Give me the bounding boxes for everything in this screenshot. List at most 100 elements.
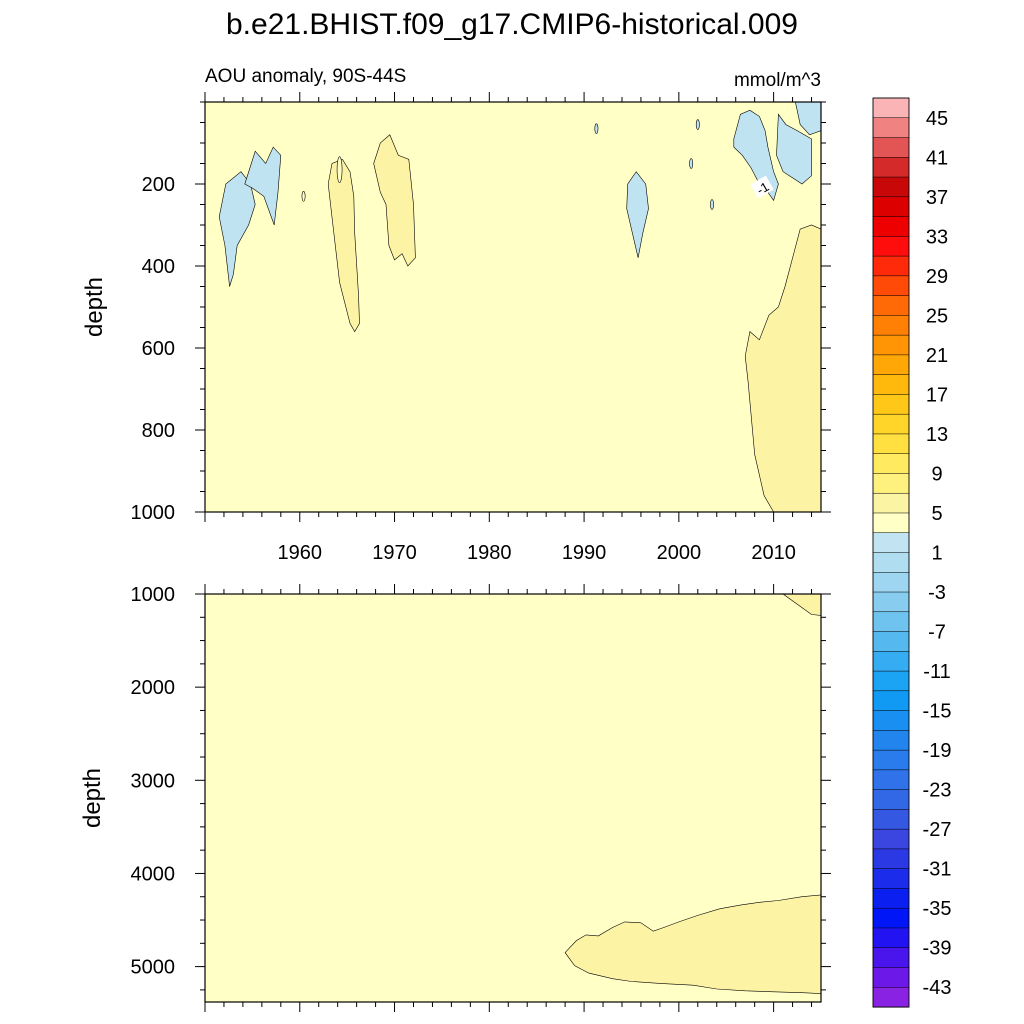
colorbar-label: 21 — [926, 345, 948, 367]
colorbar-box — [872, 986, 910, 1008]
colorbar-box — [872, 552, 910, 573]
small-contour-1 — [594, 123, 599, 134]
colorbar-box — [872, 433, 910, 455]
lower-y-axis-label: depth — [79, 768, 106, 828]
colorbar-box — [872, 473, 910, 494]
units-label: mmol/m^3 — [734, 70, 821, 91]
colorbar-label: -39 — [923, 938, 952, 960]
colorbar-box — [872, 97, 910, 119]
colorbar: 45 41 37 33 29 25 21 17 13 9 5 1 -3 -7 -11 -15 -19 -23 -27… — [872, 97, 952, 1008]
contour-region-1 — [564, 894, 822, 994]
colorbar-box — [872, 492, 910, 514]
colorbar-box — [872, 670, 910, 692]
colorbar-label: -7 — [928, 622, 946, 644]
colorbar-box — [872, 196, 910, 218]
colorbar-box — [872, 255, 910, 277]
small-contour-hole — [336, 156, 343, 183]
colorbar-box — [872, 749, 910, 771]
colorbar-label: 25 — [926, 305, 948, 327]
colorbar-label: 1 — [931, 543, 942, 565]
upper-panel: -1 1960 1970 1980 1990 2000 20102004006008001… — [81, 92, 831, 564]
colorbar-box — [872, 275, 910, 297]
x-tick-label: 2010 — [751, 542, 796, 564]
colorbar-box — [872, 947, 910, 969]
upper-panel-background — [205, 102, 821, 512]
small-contour-4 — [710, 199, 714, 210]
small-contour-3 — [689, 158, 694, 169]
colorbar-box — [872, 236, 910, 257]
y-tick-label: 5000 — [131, 957, 176, 979]
colorbar-box — [872, 532, 910, 554]
colorbar-label: -3 — [928, 582, 946, 604]
colorbar-box — [872, 730, 910, 751]
y-tick-label: 1000 — [131, 584, 176, 606]
y-tick-label: 4000 — [131, 863, 176, 885]
colorbar-box — [872, 374, 910, 395]
x-tick-label: 1990 — [562, 542, 607, 564]
colorbar-label: -31 — [923, 859, 952, 881]
colorbar-box — [872, 907, 910, 929]
colorbar-frame — [872, 97, 910, 1008]
x-tick-label: 1980 — [467, 542, 512, 564]
upper-y-axis-label: depth — [81, 277, 108, 337]
colorbar-label: 45 — [926, 108, 948, 130]
colorbar-box — [872, 611, 910, 633]
variable-subtitle: AOU anomaly, 90S-44S — [205, 66, 406, 87]
colorbar-box — [872, 809, 910, 830]
colorbar-label: 9 — [931, 463, 942, 485]
colorbar-box — [872, 927, 910, 949]
x-tick-label: 2000 — [657, 542, 702, 564]
colorbar-box — [872, 967, 910, 988]
contour-region-2 — [327, 159, 360, 333]
lower-contour-regions — [564, 593, 822, 994]
colorbar-label: -15 — [923, 701, 952, 723]
y-tick-label: 800 — [142, 420, 175, 442]
colorbar-box — [872, 295, 910, 316]
colorbar-box — [872, 117, 910, 139]
y-tick-label: 2000 — [131, 677, 176, 699]
colorbar-box — [872, 216, 910, 237]
lower-panel: 1000 2000 3000 4000 5000 depth — [79, 584, 831, 1012]
colorbar-box — [872, 315, 910, 336]
colorbar-box — [872, 453, 910, 475]
colorbar-box — [872, 710, 910, 731]
colorbar-box — [872, 591, 910, 613]
colorbar-box — [872, 354, 910, 376]
y-tick-label: 3000 — [131, 770, 176, 792]
colorbar-label: -43 — [923, 977, 952, 999]
colorbar-label: 41 — [926, 147, 948, 169]
figure-title: b.e21.BHIST.f09_g17.CMIP6-historical.009 — [226, 8, 798, 41]
colorbar-label: -23 — [923, 780, 952, 802]
colorbar-box — [872, 769, 910, 791]
colorbar-label: -35 — [923, 898, 952, 920]
colorbar-label: -27 — [923, 819, 952, 841]
contour-region-0 — [218, 171, 256, 287]
colorbar-label: 37 — [926, 187, 948, 209]
colorbar-box — [872, 572, 910, 593]
contour-region-4 — [626, 171, 649, 258]
upper-axis-ticks: 1960 1970 1980 1990 2000 2010 200 400 600 800 1000 — [131, 92, 831, 564]
contour-region-6 — [776, 113, 812, 185]
y-tick-label: 400 — [142, 256, 175, 278]
y-tick-label: 200 — [142, 174, 175, 196]
colorbar-box — [872, 512, 910, 534]
colorbar-box — [872, 690, 910, 712]
upper-contour-regions — [218, 101, 822, 513]
colorbar-box — [872, 413, 910, 435]
contour-region-5 — [733, 109, 779, 202]
colorbar-label: -11 — [923, 661, 950, 683]
colorbar-label: 29 — [926, 266, 948, 288]
colorbar-box — [872, 176, 910, 198]
colorbar-box — [872, 888, 910, 909]
colorbar-box — [872, 828, 910, 850]
colorbar-box — [872, 868, 910, 889]
colorbar-label: -19 — [923, 740, 952, 762]
contour-region-3 — [373, 134, 416, 267]
colorbar-label: 5 — [931, 503, 942, 525]
small-contour-2 — [695, 119, 700, 130]
lower-axis-ticks: 1000 2000 3000 4000 5000 — [131, 584, 831, 1012]
colorbar-box — [872, 651, 910, 672]
colorbar-label: 13 — [926, 424, 948, 446]
colorbar-box — [872, 157, 910, 178]
